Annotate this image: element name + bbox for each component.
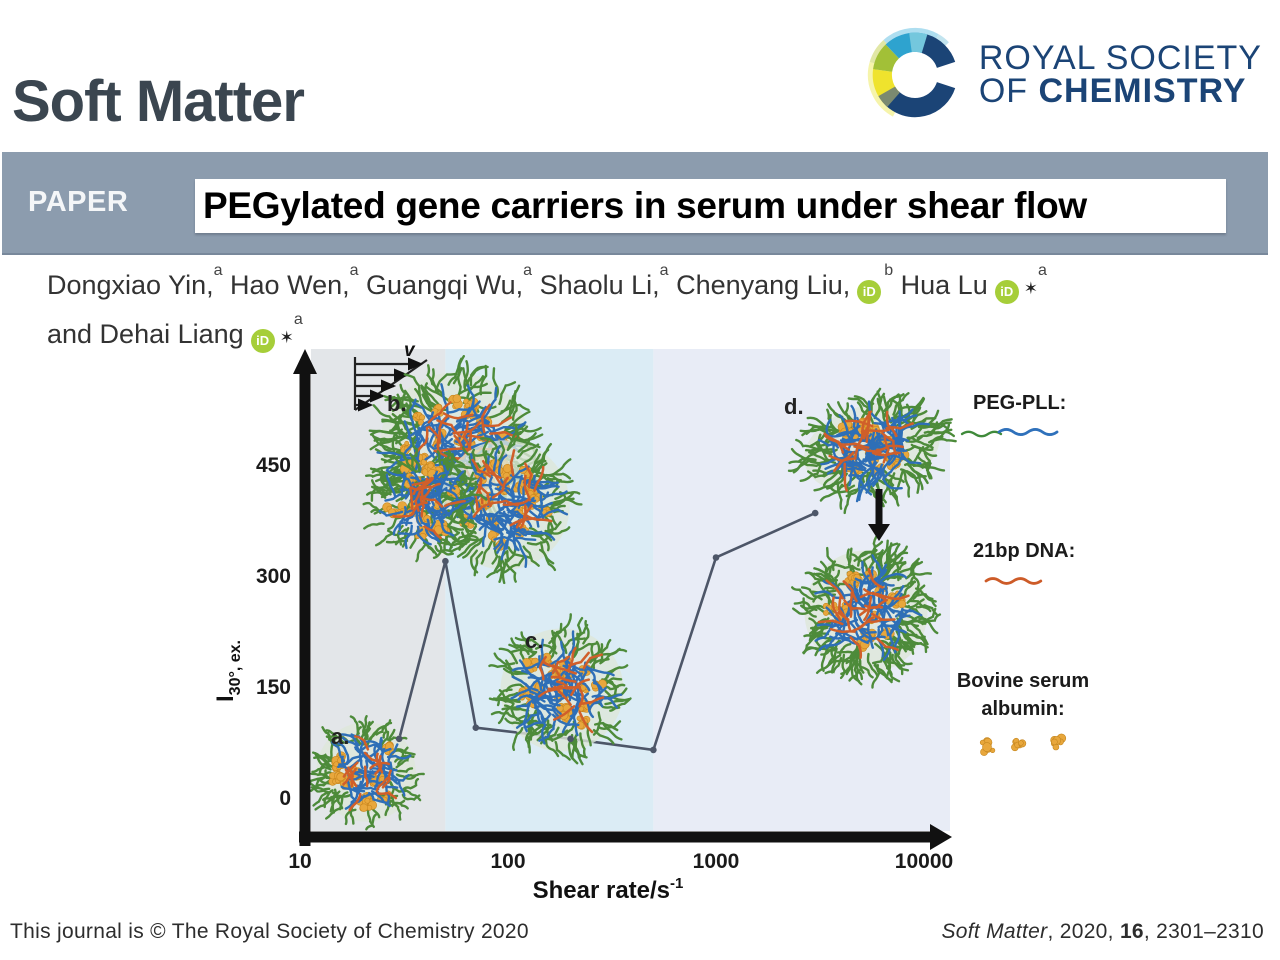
region-label-b: b.	[387, 391, 407, 416]
author-line-2: and Dehai Liang iD ✶a	[47, 309, 1267, 358]
author-name: Shaolu Li,	[539, 270, 660, 300]
pll-squiggle-icon	[997, 428, 1059, 436]
citation-year: , 2020,	[1047, 920, 1120, 943]
author-name: and Dehai Liang	[47, 319, 244, 349]
molecule-cluster-b	[368, 355, 544, 534]
corresponding-author-star: ✶	[1023, 279, 1038, 299]
x-axis-arrowhead	[930, 824, 952, 850]
transition-arrow-icon	[868, 489, 890, 541]
shear-zone-2	[445, 349, 654, 831]
y-tick-label: 450	[256, 454, 291, 477]
citation: Soft Matter, 2020, 16, 2301–2310	[941, 920, 1264, 944]
legend-label-peg-pll: PEG-PLL:	[973, 392, 1066, 414]
data-point	[472, 724, 480, 731]
x-tick-label: 10000	[895, 850, 953, 873]
paper-banner: PAPER PEGylated gene carriers in serum u…	[2, 152, 1268, 255]
author-name: Hao Wen,	[230, 270, 350, 300]
intensity-trace	[397, 511, 816, 752]
shear-zone-3	[653, 349, 950, 831]
x-tick-label: 1000	[693, 850, 740, 873]
bsa-blob-icon	[1011, 737, 1027, 752]
data-point	[811, 509, 819, 517]
region-label-a: a.	[331, 724, 349, 749]
affiliation-superscript: b	[884, 262, 894, 279]
author-name: Guangqi Wu,	[366, 270, 524, 300]
rsc-logo: ROYAL SOCIETY OF CHEMISTRY	[865, 14, 1262, 136]
affiliation-superscript: a	[659, 262, 669, 279]
journal-title: Soft Matter	[12, 69, 305, 134]
orcid-icon[interactable]: iD	[857, 280, 882, 304]
legend-label-bsa: albumin:	[981, 698, 1064, 720]
molecule-cluster-d-sheared	[787, 387, 957, 515]
author-name: Hua Lu	[900, 270, 988, 300]
y-tick-label: 0	[279, 787, 291, 810]
corresponding-author-star: ✶	[279, 328, 294, 348]
orcid-icon[interactable]: iD	[994, 280, 1019, 304]
citation-volume: 16	[1119, 920, 1144, 943]
data-point	[567, 735, 574, 743]
x-tick-label: 100	[490, 850, 525, 873]
legend-label-dna: 21bp DNA:	[973, 540, 1075, 562]
affiliation-superscript: a	[213, 262, 223, 279]
shear-zone-1	[311, 349, 446, 831]
copyright-note: This journal is © The Royal Society of C…	[10, 920, 529, 943]
affiliation-superscript: a	[523, 262, 533, 279]
legend-label-bsa: Bovine serum	[957, 670, 1089, 692]
y-axis-title: I30°, ex.	[212, 640, 244, 702]
molecule-cluster-b	[362, 436, 488, 563]
data-point	[650, 746, 657, 754]
author-name: Dongxiao Yin,	[47, 270, 214, 300]
data-point	[395, 735, 403, 743]
molecule-cluster-d-relaxed	[791, 535, 942, 689]
author-line-1: Dongxiao Yin,a Hao Wen,a Guangqi Wu,a Sh…	[47, 260, 1267, 309]
molecule-cluster-b	[427, 423, 583, 585]
affiliation-superscript: a	[1037, 262, 1047, 279]
region-label-d: d.	[784, 394, 804, 419]
author-name: Chenyang Liu,	[676, 270, 851, 300]
orcid-icon[interactable]: iD	[250, 329, 275, 353]
article-title: PEGylated gene carriers in serum under s…	[195, 179, 1226, 233]
rsc-logo-line1: ROYAL SOCIETY	[978, 39, 1262, 77]
citation-journal: Soft Matter	[941, 920, 1048, 943]
dna-squiggle-icon	[984, 577, 1043, 585]
rsc-logo-text: ROYAL SOCIETY OF CHEMISTRY	[978, 39, 1262, 110]
region-label-c: c.	[525, 628, 543, 653]
affiliation-superscript: a	[349, 262, 359, 279]
x-axis-title: Shear rate/s-1	[533, 875, 684, 904]
y-tick-label: 300	[256, 565, 291, 588]
paper-type-label: PAPER	[28, 186, 129, 218]
x-tick-label: 10	[288, 850, 311, 873]
molecule-cluster-a	[305, 715, 425, 831]
author-list: Dongxiao Yin,a Hao Wen,a Guangqi Wu,a Sh…	[47, 260, 1267, 358]
y-tick-label: 150	[256, 676, 291, 699]
rsc-logo-c-icon	[867, 27, 956, 118]
rsc-logo-line2: OF CHEMISTRY	[978, 72, 1247, 110]
data-point	[442, 557, 449, 565]
citation-pages: , 2301–2310	[1143, 920, 1264, 943]
affiliation-superscript: a	[293, 311, 303, 328]
molecule-cluster-c	[488, 613, 632, 766]
bsa-blob-icon	[1050, 733, 1067, 751]
bsa-blob-icon	[979, 737, 996, 756]
peg-squiggle-icon	[960, 430, 1003, 438]
data-point	[712, 554, 720, 561]
